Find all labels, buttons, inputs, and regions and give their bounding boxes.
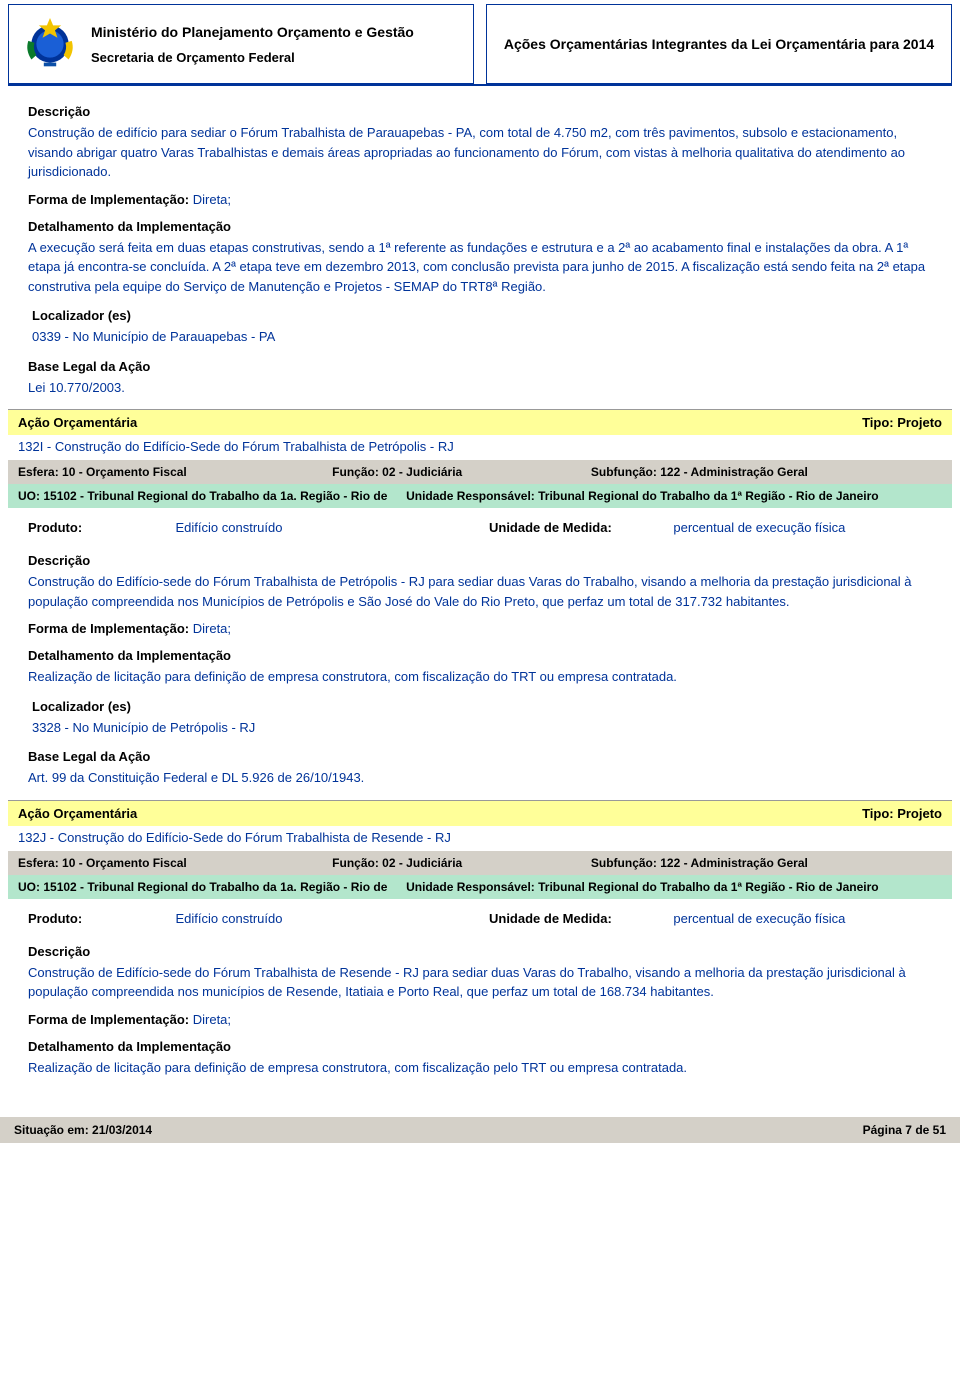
esfera-cell: Esfera: 10 - Orçamento Fiscal (18, 856, 332, 870)
descricao-text: Construção de Edifício-sede do Fórum Tra… (28, 963, 932, 1002)
detalhamento-text: Realização de licitação para definição d… (28, 1058, 932, 1078)
funcao-cell: Função: 02 - Judiciária (332, 465, 591, 479)
tipo-projeto-label: Tipo: Projeto (862, 806, 942, 821)
acao-orc-label: Ação Orçamentária (18, 415, 137, 430)
header-left-text: Ministério do Planejamento Orçamento e G… (91, 24, 414, 65)
block1: Descrição Construção de edifício para se… (0, 104, 960, 397)
produto-value: Edifício construído (176, 520, 489, 535)
block3: Descrição Construção de Edifício-sede do… (0, 944, 960, 1078)
produto-label: Produto: (28, 911, 176, 926)
product-row-action2: Produto: Edifício construído Unidade de … (0, 508, 960, 541)
uo-cell: UO: 15102 - Tribunal Regional do Trabalh… (18, 880, 406, 894)
header: Ministério do Planejamento Orçamento e G… (0, 0, 960, 84)
descricao-text: Construção do Edifício-sede do Fórum Tra… (28, 572, 932, 611)
base-legal-text: Lei 10.770/2003. (28, 378, 932, 398)
produto-label: Produto: (28, 520, 176, 535)
emblem-icon (19, 13, 81, 75)
header-title-right: Ações Orçamentárias Integrantes da Lei O… (504, 36, 934, 52)
action3-title: 132J - Construção do Edifício-Sede do Fó… (8, 828, 952, 851)
subfuncao-cell: Subfunção: 122 - Administração Geral (591, 856, 942, 870)
footer-situacao: Situação em: 21/03/2014 (14, 1123, 152, 1137)
tipo-projeto-label: Tipo: Projeto (862, 415, 942, 430)
footer: Situação em: 21/03/2014 Página 7 de 51 (0, 1117, 960, 1143)
produto-value: Edifício construído (176, 911, 489, 926)
localizador-label: Localizador (es) (28, 699, 932, 714)
unidade-medida-value: percentual de execução física (673, 520, 950, 535)
header-left-box: Ministério do Planejamento Orçamento e G… (8, 4, 474, 84)
base-legal-label: Base Legal da Ação (28, 359, 932, 374)
green-bar-action3: UO: 15102 - Tribunal Regional do Trabalh… (8, 875, 952, 899)
localizador-text: 3328 - No Município de Petrópolis - RJ (28, 718, 932, 738)
page: Ministério do Planejamento Orçamento e G… (0, 0, 960, 1143)
header-right-box: Ações Orçamentárias Integrantes da Lei O… (486, 4, 952, 84)
subfuncao-cell: Subfunção: 122 - Administração Geral (591, 465, 942, 479)
forma-impl-value: Direta; (193, 192, 231, 207)
situacao-label: Situação em: (14, 1123, 89, 1137)
unidade-medida-label: Unidade de Medida: (489, 520, 673, 535)
forma-impl-row: Forma de Implementação: Direta; (28, 192, 932, 207)
unidade-medida-label: Unidade de Medida: (489, 911, 673, 926)
forma-impl-row: Forma de Implementação: Direta; (28, 1012, 932, 1027)
forma-impl-label: Forma de Implementação: (28, 1012, 189, 1027)
descricao-text: Construção de edifício para sediar o Fór… (28, 123, 932, 182)
secretariat-name: Secretaria de Orçamento Federal (91, 50, 414, 65)
funcao-cell: Função: 02 - Judiciária (332, 856, 591, 870)
forma-impl-label: Forma de Implementação: (28, 192, 189, 207)
detalhamento-label: Detalhamento da Implementação (28, 648, 932, 663)
forma-impl-value: Direta; (193, 621, 231, 636)
footer-page: Página 7 de 51 (863, 1123, 946, 1137)
descricao-label: Descrição (28, 104, 932, 119)
localizador-label: Localizador (es) (28, 308, 932, 323)
base-legal-text: Art. 99 da Constituição Federal e DL 5.9… (28, 768, 932, 788)
forma-impl-value: Direta; (193, 1012, 231, 1027)
descricao-label: Descrição (28, 944, 932, 959)
header-rule (8, 84, 952, 86)
block2: Descrição Construção do Edifício-sede do… (0, 553, 960, 788)
base-legal-label: Base Legal da Ação (28, 749, 932, 764)
ministry-name: Ministério do Planejamento Orçamento e G… (91, 24, 414, 40)
action2-title: 132I - Construção do Edifício-Sede do Fó… (8, 437, 952, 460)
grey-bar-action3: Esfera: 10 - Orçamento Fiscal Função: 02… (8, 851, 952, 875)
product-row-action3: Produto: Edifício construído Unidade de … (0, 899, 960, 932)
detalhamento-text: Realização de licitação para definição d… (28, 667, 932, 687)
forma-impl-row: Forma de Implementação: Direta; (28, 621, 932, 636)
acao-orc-label: Ação Orçamentária (18, 806, 137, 821)
uo-cell: UO: 15102 - Tribunal Regional do Trabalh… (18, 489, 406, 503)
descricao-label: Descrição (28, 553, 932, 568)
green-bar-action2: UO: 15102 - Tribunal Regional do Trabalh… (8, 484, 952, 508)
esfera-cell: Esfera: 10 - Orçamento Fiscal (18, 465, 332, 479)
action-header-bar: Ação Orçamentária Tipo: Projeto (8, 801, 952, 826)
action-header-bar: Ação Orçamentária Tipo: Projeto (8, 410, 952, 435)
unidade-resp-cell: Unidade Responsável: Tribunal Regional d… (406, 489, 942, 503)
forma-impl-label: Forma de Implementação: (28, 621, 189, 636)
unidade-resp-cell: Unidade Responsável: Tribunal Regional d… (406, 880, 942, 894)
detalhamento-label: Detalhamento da Implementação (28, 219, 932, 234)
unidade-medida-value: percentual de execução física (673, 911, 950, 926)
localizador-text: 0339 - No Município de Parauapebas - PA (28, 327, 932, 347)
grey-bar-action2: Esfera: 10 - Orçamento Fiscal Função: 02… (8, 460, 952, 484)
detalhamento-text: A execução será feita em duas etapas con… (28, 238, 932, 297)
situacao-value: 21/03/2014 (92, 1123, 152, 1137)
detalhamento-label: Detalhamento da Implementação (28, 1039, 932, 1054)
